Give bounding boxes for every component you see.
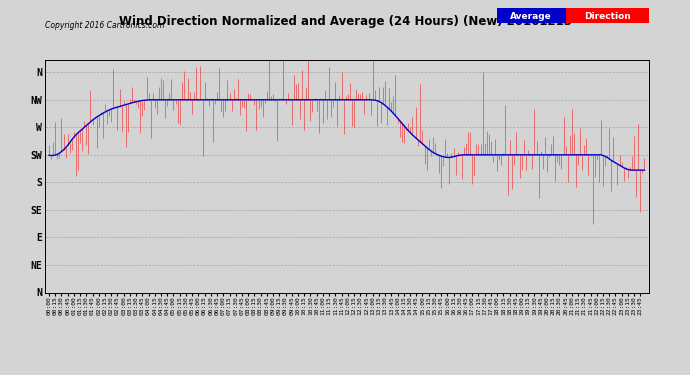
Text: Copyright 2016 Cartronics.com: Copyright 2016 Cartronics.com xyxy=(45,21,164,30)
Text: Direction: Direction xyxy=(584,12,631,21)
Text: Average: Average xyxy=(511,12,552,21)
Text: Wind Direction Normalized and Average (24 Hours) (New) 20161213: Wind Direction Normalized and Average (2… xyxy=(119,15,571,28)
